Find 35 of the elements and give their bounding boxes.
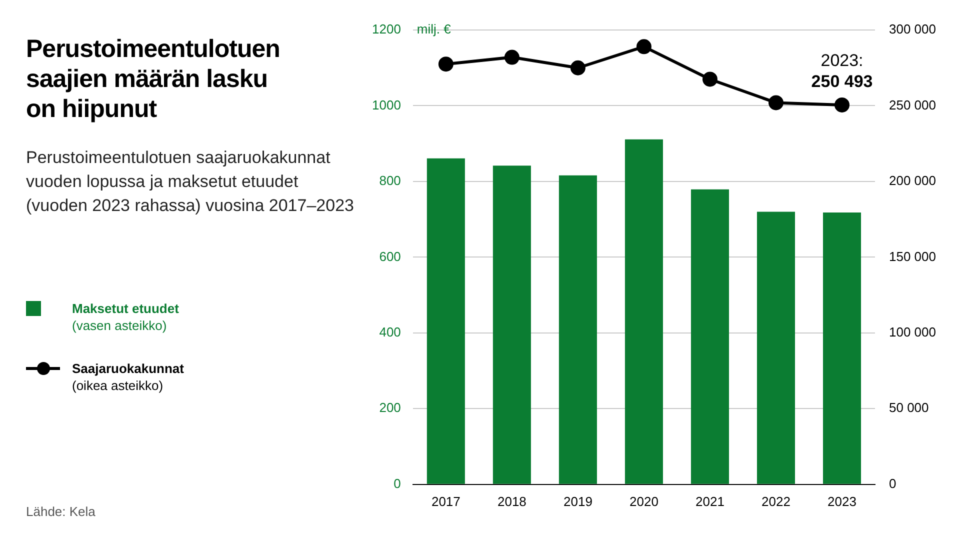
x-tick-label: 2022 xyxy=(762,494,790,509)
y2-tick-label: 150 000 xyxy=(889,248,936,264)
point xyxy=(768,95,784,110)
y-tick-label: 200 xyxy=(379,400,401,416)
text: Perustoimeentulotuen saajaruokakunnat vuoden lopussa ja maksetut etuudet (vuoden 2023 rahassa) vuosina 2017–2023 xyxy=(26,147,355,217)
y-tick-label: 0 xyxy=(394,476,401,491)
y-tick-label: 400 xyxy=(379,324,401,340)
y2-tick-label: 300 000 xyxy=(889,22,936,37)
x-tick-label: 2020 xyxy=(630,494,658,509)
x-tick-label: 2017 xyxy=(431,494,460,509)
legend-label: Saajaruokakunnat (oikea asteikko) xyxy=(72,360,184,394)
point xyxy=(504,50,520,65)
y2-tick-label: 0 xyxy=(889,476,896,491)
y2-tick-label: 200 000 xyxy=(889,173,936,188)
point xyxy=(636,39,652,54)
text: Lähde: Kela xyxy=(26,504,96,519)
y2-tick-label: 250 000 xyxy=(889,97,936,112)
y-tick-label: 1000 xyxy=(372,97,401,112)
point xyxy=(438,56,454,72)
y-tick-label: 1200 xyxy=(372,22,401,37)
y-tick-label: 600 xyxy=(379,248,401,264)
y2-tick-label: 50 000 xyxy=(889,400,929,416)
x-tick-label: 2019 xyxy=(563,494,592,509)
annotation: 2023: 250 493 xyxy=(811,51,873,92)
legend-label: Maksetut etuudet (vasen asteikko) xyxy=(72,300,179,334)
y-tick-label: 800 xyxy=(379,173,401,188)
x-tick-label: 2018 xyxy=(497,494,526,509)
x-tick-label: 2021 xyxy=(696,494,724,509)
point xyxy=(834,97,850,112)
point xyxy=(570,60,586,76)
y2-tick-label: 100 000 xyxy=(889,324,936,340)
point xyxy=(702,72,718,87)
text: Perustoimeentulotuen saajien määrän lasku on hiipunut xyxy=(26,34,281,124)
y-axis-title: milj. € xyxy=(416,22,452,37)
x-tick-label: 2023 xyxy=(828,494,856,509)
